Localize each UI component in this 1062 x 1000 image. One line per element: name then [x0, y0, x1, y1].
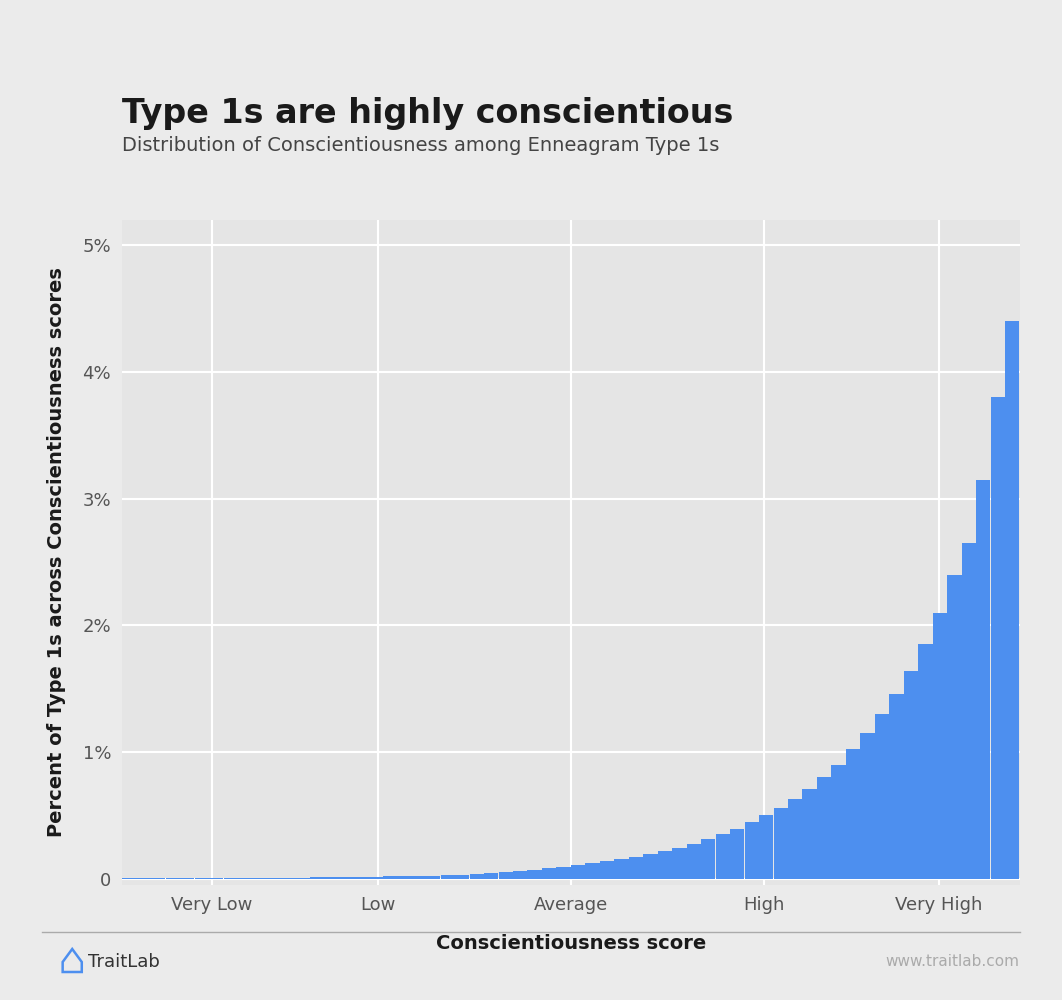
Bar: [759, 815, 773, 879]
Bar: [614, 859, 629, 879]
Bar: [672, 848, 686, 879]
Bar: [817, 777, 832, 879]
Bar: [1005, 321, 1020, 879]
Bar: [340, 877, 354, 879]
Bar: [919, 644, 932, 879]
Bar: [744, 822, 759, 879]
Bar: [296, 878, 310, 879]
Bar: [556, 867, 570, 879]
Bar: [310, 877, 325, 879]
Bar: [832, 765, 845, 879]
Bar: [397, 876, 412, 879]
Bar: [947, 575, 961, 879]
Bar: [701, 839, 716, 879]
Y-axis label: Percent of Type 1s across Conscientiousness scores: Percent of Type 1s across Conscientiousn…: [47, 268, 66, 837]
Bar: [528, 870, 542, 879]
Bar: [773, 808, 788, 879]
Text: www.traitlab.com: www.traitlab.com: [886, 954, 1020, 970]
Bar: [484, 873, 498, 879]
Bar: [571, 865, 585, 879]
Bar: [644, 854, 657, 879]
Bar: [585, 863, 600, 879]
Bar: [600, 861, 614, 879]
Bar: [412, 876, 426, 879]
Text: Distribution of Conscientiousness among Enneagram Type 1s: Distribution of Conscientiousness among …: [122, 136, 720, 155]
Text: Type 1s are highly conscientious: Type 1s are highly conscientious: [122, 97, 734, 130]
Bar: [325, 877, 339, 879]
Bar: [369, 877, 382, 879]
Bar: [354, 877, 369, 879]
Bar: [441, 875, 455, 879]
Bar: [456, 875, 469, 879]
Bar: [889, 694, 904, 879]
Bar: [962, 543, 976, 879]
Bar: [542, 868, 556, 879]
Bar: [281, 878, 295, 879]
Bar: [991, 397, 1005, 879]
Bar: [629, 856, 644, 879]
Bar: [932, 613, 947, 879]
Bar: [976, 480, 991, 879]
Bar: [382, 876, 397, 879]
Bar: [469, 874, 484, 879]
Bar: [803, 789, 817, 879]
Bar: [904, 671, 919, 879]
Text: TraitLab: TraitLab: [88, 953, 160, 971]
Bar: [657, 851, 672, 879]
Bar: [687, 844, 701, 879]
Bar: [498, 872, 513, 879]
Bar: [716, 834, 730, 879]
Bar: [875, 714, 889, 879]
Bar: [846, 749, 860, 879]
Bar: [513, 871, 528, 879]
Bar: [860, 733, 875, 879]
Bar: [730, 829, 744, 879]
X-axis label: Conscientiousness score: Conscientiousness score: [435, 934, 706, 953]
Bar: [426, 876, 441, 879]
Bar: [788, 799, 802, 879]
